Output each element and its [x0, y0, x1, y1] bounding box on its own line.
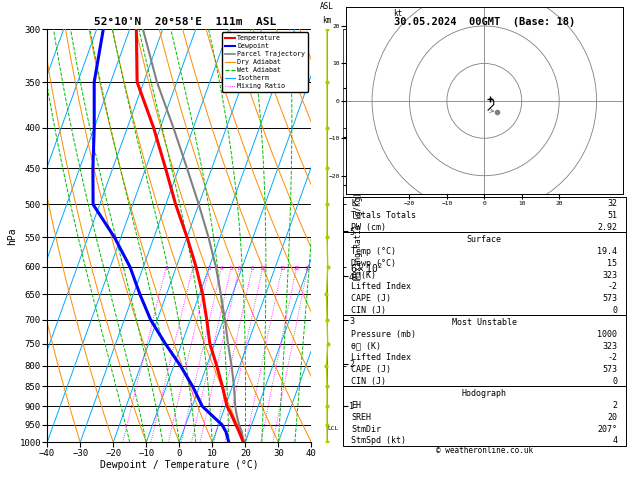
- Text: ASL: ASL: [320, 1, 334, 11]
- Text: 51: 51: [608, 211, 617, 220]
- Text: 20: 20: [293, 266, 300, 271]
- Bar: [343, 197, 626, 232]
- Text: Most Unstable: Most Unstable: [452, 318, 517, 327]
- Text: 0: 0: [613, 306, 617, 315]
- Text: Mixing Ratio (g/kg): Mixing Ratio (g/kg): [354, 192, 363, 279]
- Text: CAPE (J): CAPE (J): [351, 294, 391, 303]
- Text: EH: EH: [351, 401, 361, 410]
- Text: StmSpd (kt): StmSpd (kt): [351, 436, 406, 445]
- Text: K: K: [351, 199, 356, 208]
- X-axis label: Dewpoint / Temperature (°C): Dewpoint / Temperature (°C): [100, 460, 259, 470]
- Text: Surface: Surface: [467, 235, 502, 244]
- Text: Lifted Index: Lifted Index: [351, 353, 411, 363]
- Text: 4: 4: [220, 266, 223, 271]
- Text: 1000: 1000: [598, 330, 617, 339]
- Text: 6: 6: [238, 266, 241, 271]
- Text: 20: 20: [608, 413, 617, 422]
- Text: Hodograph: Hodograph: [462, 389, 507, 398]
- Text: Lifted Index: Lifted Index: [351, 282, 411, 292]
- Text: 19.4: 19.4: [598, 247, 617, 256]
- Text: 0: 0: [613, 377, 617, 386]
- Text: θᴄ (K): θᴄ (K): [351, 342, 381, 350]
- Text: Dewp (°C): Dewp (°C): [351, 259, 396, 268]
- Text: 8: 8: [251, 266, 254, 271]
- Bar: [343, 315, 626, 386]
- Text: 25: 25: [304, 266, 311, 271]
- Text: SREH: SREH: [351, 413, 371, 422]
- Text: 573: 573: [603, 365, 617, 374]
- Text: 207°: 207°: [598, 424, 617, 434]
- Text: 5: 5: [230, 266, 233, 271]
- Text: © weatheronline.co.uk: © weatheronline.co.uk: [436, 446, 533, 455]
- Text: Totals Totals: Totals Totals: [351, 211, 416, 220]
- Text: km: km: [323, 16, 331, 25]
- Legend: Temperature, Dewpoint, Parcel Trajectory, Dry Adiabat, Wet Adiabat, Isotherm, Mi: Temperature, Dewpoint, Parcel Trajectory…: [222, 33, 308, 92]
- Text: LCL: LCL: [327, 426, 338, 431]
- Bar: [343, 386, 626, 446]
- Text: θᴄ(K): θᴄ(K): [351, 271, 376, 279]
- Text: 2: 2: [191, 266, 194, 271]
- Text: 32: 32: [608, 199, 617, 208]
- Text: Pressure (mb): Pressure (mb): [351, 330, 416, 339]
- Text: 30.05.2024  00GMT  (Base: 18): 30.05.2024 00GMT (Base: 18): [394, 17, 575, 27]
- Text: PW (cm): PW (cm): [351, 223, 386, 232]
- Text: CIN (J): CIN (J): [351, 306, 386, 315]
- Text: 15: 15: [608, 259, 617, 268]
- Text: StmDir: StmDir: [351, 424, 381, 434]
- Text: Temp (°C): Temp (°C): [351, 247, 396, 256]
- Text: 1: 1: [165, 266, 168, 271]
- Bar: [343, 232, 626, 315]
- Text: CAPE (J): CAPE (J): [351, 365, 391, 374]
- Text: -2: -2: [608, 282, 617, 292]
- Text: 2.92: 2.92: [598, 223, 617, 232]
- Text: CIN (J): CIN (J): [351, 377, 386, 386]
- Text: -2: -2: [608, 353, 617, 363]
- Text: 52°10'N  20°58'E  111m  ASL: 52°10'N 20°58'E 111m ASL: [94, 17, 277, 27]
- Text: 323: 323: [603, 271, 617, 279]
- Text: 573: 573: [603, 294, 617, 303]
- Text: kt: kt: [392, 9, 402, 18]
- Y-axis label: hPa: hPa: [7, 227, 16, 244]
- Text: 323: 323: [603, 342, 617, 350]
- Text: 2: 2: [613, 401, 617, 410]
- Text: 10: 10: [260, 266, 266, 271]
- Text: 15: 15: [279, 266, 286, 271]
- Text: 4: 4: [613, 436, 617, 445]
- Text: 3: 3: [208, 266, 211, 271]
